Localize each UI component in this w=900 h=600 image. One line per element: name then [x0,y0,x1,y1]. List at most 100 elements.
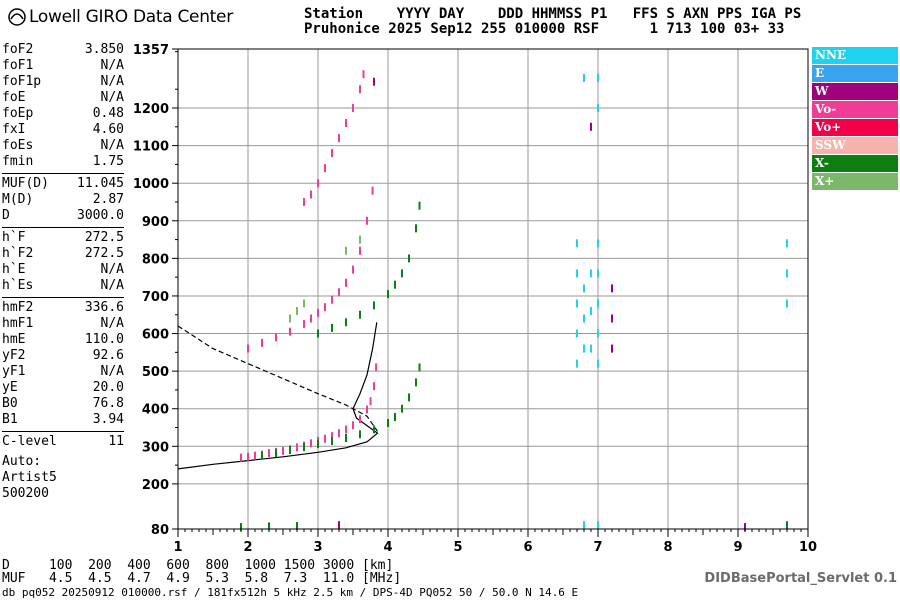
param-name: foEp [2,106,34,121]
legend-entry: E [812,65,898,82]
param-value: 3.94 [92,412,124,427]
echo-point [331,432,333,441]
echo-point [418,201,421,210]
param-separator [2,431,124,432]
echo-point [583,73,585,82]
param-value: 92.6 [92,348,124,363]
param-value: 76.8 [92,396,124,411]
echo-point [576,359,578,368]
param-value: N/A [100,58,124,73]
profile-curve-solid [177,322,379,470]
echo-point [597,521,599,530]
echo-point [359,235,361,244]
param-value: 110.0 [84,332,124,347]
echo-point [247,344,249,353]
echo-point [576,329,578,338]
echo-point [317,308,319,317]
parameter-panel: foF2 3.850 foF1 N/A foF1p N/A foE N/A foEp 0.48 fx… [2,42,124,502]
echo-point [324,434,326,443]
param-value: N/A [100,138,124,153]
y-tick-label: 600 [142,328,169,343]
echo-point [387,290,389,299]
legend-entry: W [812,83,898,100]
param-row: h`Es N/A [2,278,124,294]
param-row: h`F2 272.5 [2,246,124,262]
echo-point [373,382,375,391]
echo-point [338,429,340,438]
param-value: 4.60 [92,122,124,137]
echo-point [247,452,249,461]
echo-point [611,284,613,293]
echo-point [611,344,613,353]
param-name: foEs [2,138,34,153]
echo-point [331,295,333,304]
chart-grid [172,48,809,537]
echo-point [331,149,333,158]
profile-curve-dashed [177,325,378,432]
echo-point [359,415,361,424]
param-value: 11.045 [77,176,124,191]
echo-point [296,443,298,452]
echo-point [394,413,396,421]
x-tick-label: 1 [173,540,182,555]
param-row: h`F 272.5 [2,230,124,246]
echo-point [359,430,361,439]
echo-point [418,363,421,372]
param-value: N/A [100,90,124,105]
echo-point [296,307,298,315]
echo-point [373,425,375,434]
param-name: yF1 [2,364,26,379]
echo-point [303,443,305,452]
echo-point [786,299,788,308]
echo-point [296,522,298,530]
param-value: 11 [108,434,124,449]
y-tick-labels: 80 200 300 400 500 600 700 800 900 1000 1100 1200 13… [133,43,169,538]
echo-point [611,314,613,323]
legend-entry: NNE [812,47,898,64]
echo-point [408,393,410,402]
param-row: fxI 4.60 [2,122,124,138]
param-value: N/A [100,74,124,89]
param-name: foE [2,90,26,105]
param-row: foEs N/A [2,138,124,154]
echo-point [289,314,291,323]
echo-point [590,269,592,278]
echo-point [338,521,340,530]
echo-point [345,119,347,127]
param-name: B1 [2,412,18,427]
x-tick-label: 4 [383,540,392,555]
param-row: foF1 N/A [2,58,124,74]
param-name: hmE [2,332,26,347]
echo-point [317,440,319,449]
echo-point [345,318,347,327]
echo-point [254,451,256,460]
legend-entry: X- [812,155,898,172]
param-row: M(D) 2.87 [2,192,124,208]
echo-point [597,104,599,112]
echo-point [597,269,599,278]
echo-point [359,310,361,319]
echo-point [366,216,368,225]
echo-point [401,269,403,278]
giro-logo-icon [8,8,26,26]
param-name: hmF2 [2,300,34,315]
servlet-label: DIDBasePortal_Servlet 0.1 [704,571,897,586]
echo-point [371,186,374,195]
echo-point [362,70,365,79]
echo-point [583,521,585,530]
echo-point [597,73,599,82]
echo-point [345,278,347,287]
echo-point [597,239,599,248]
echo-point [310,439,312,448]
param-name: MUF(D) [2,176,49,191]
echo-point [352,104,354,112]
param-name: fxI [2,122,26,137]
echo-point [282,446,284,455]
echo-point [373,77,375,86]
distance-row: D 100 200 400 600 800 1000 1500 3000 [km… [2,558,394,573]
x-tick-label: 6 [523,540,532,555]
echo-point [359,85,361,94]
x-tick-label: 7 [593,540,602,555]
echo-point [387,419,389,427]
x-tick-labels: 1 2 3 4 5 6 7 8 9 10 [173,540,817,555]
